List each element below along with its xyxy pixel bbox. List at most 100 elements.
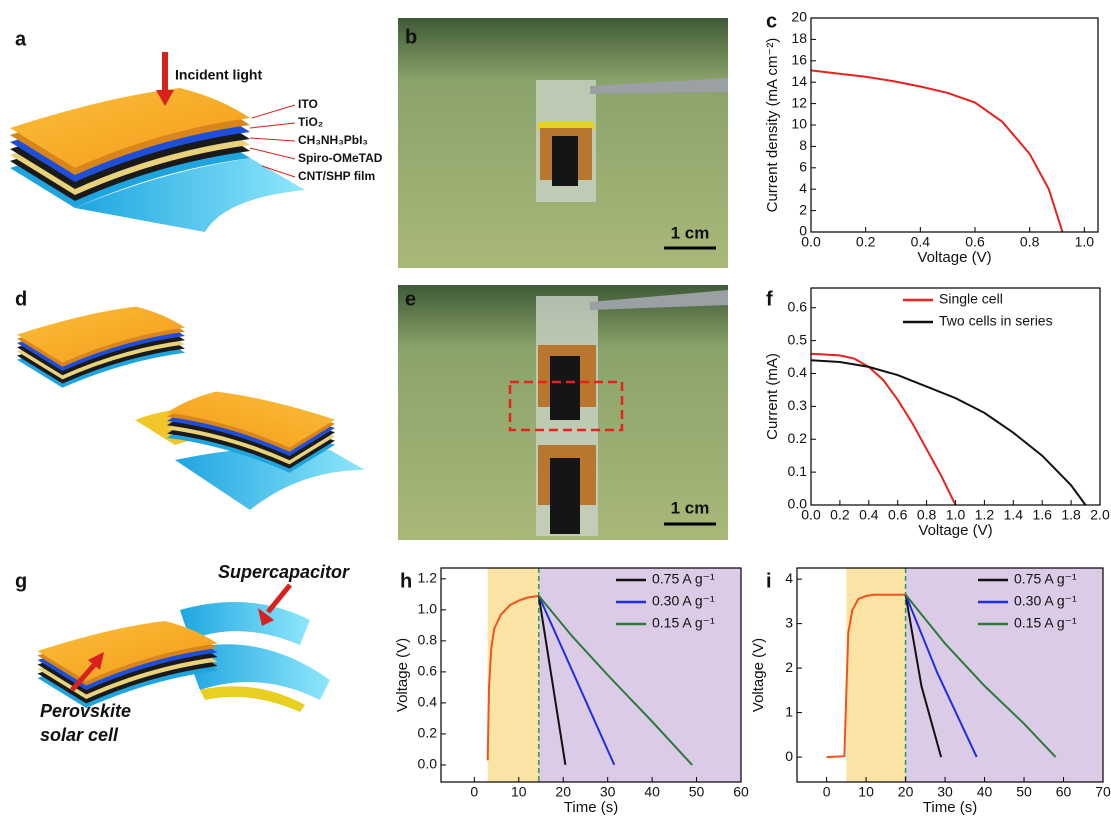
y-axis-label: Voltage (V) <box>750 638 767 712</box>
y-tick-label: 0.2 <box>418 725 438 741</box>
y-tick-label: 14 <box>791 73 807 89</box>
x-tick-label: 60 <box>733 784 749 800</box>
x-tick-label: 50 <box>1016 784 1032 800</box>
x-tick-label: 30 <box>937 784 953 800</box>
y-tick-label: 0.6 <box>788 298 808 314</box>
y-tick-label: 18 <box>791 30 807 46</box>
y-axis-label: Current (mA) <box>764 353 781 440</box>
photo-e: 1 cm <box>398 285 728 540</box>
legend-label: 0.75 A g⁻¹ <box>652 571 715 587</box>
panel-label: e <box>405 288 416 310</box>
y-tick-label: 20 <box>791 9 807 25</box>
page: Incident light ITO TiO₂ CH₃NH₃PbI₃ Spiro… <box>0 0 1111 819</box>
layer-label: CH₃NH₃PbI₃ <box>298 133 368 147</box>
x-tick-label: 0.6 <box>965 234 985 250</box>
plot-frame <box>811 18 1098 232</box>
scale-bar-label: 1 cm <box>671 223 710 242</box>
y-tick-label: 10 <box>791 116 807 132</box>
legend-label: 0.75 A g⁻¹ <box>1014 571 1077 587</box>
legend-label: Single cell <box>939 291 1003 307</box>
y-tick-label: 8 <box>799 137 807 153</box>
x-tick-label: 50 <box>689 784 705 800</box>
layer-label: CNT/SHP film <box>298 169 375 183</box>
supercapacitor-label: Supercapacitor <box>218 562 350 582</box>
x-axis-label: Time (s) <box>564 799 618 816</box>
y-tick-label: 0.3 <box>788 397 808 413</box>
x-tick-label: 0.4 <box>859 507 879 523</box>
x-tick-label: 1.4 <box>1004 507 1024 523</box>
panel-label: d <box>15 288 27 310</box>
x-axis-label: Time (s) <box>923 799 977 816</box>
diagram-a: Incident light ITO TiO₂ CH₃NH₃PbI₃ Spiro… <box>10 52 383 232</box>
y-tick-label: 1 <box>785 703 793 719</box>
y-tick-label: 2 <box>785 659 793 675</box>
y-tick-label: 0.6 <box>418 663 438 679</box>
region <box>488 568 539 782</box>
x-tick-label: 10 <box>858 784 874 800</box>
layer-label: Spiro-OMeTAD <box>298 151 383 165</box>
y-tick-label: 0.1 <box>788 463 808 479</box>
y-tick-label: 4 <box>785 570 793 586</box>
x-tick-label: 1.0 <box>1075 234 1095 250</box>
y-tick-label: 0.0 <box>788 496 808 512</box>
scale-bar-label: 1 cm <box>671 498 710 517</box>
panel-label: i <box>766 570 772 592</box>
x-tick-label: 0.8 <box>1020 234 1040 250</box>
y-tick-label: 1.2 <box>418 570 438 586</box>
data-line <box>811 360 1086 505</box>
panel-label: b <box>405 26 417 48</box>
legend-label: Two cells in series <box>939 313 1053 329</box>
device-active <box>550 356 580 420</box>
x-tick-label: 2.0 <box>1090 507 1110 523</box>
y-tick-label: 0.2 <box>788 430 808 446</box>
panel-label: a <box>15 28 27 50</box>
y-tick-label: 0.5 <box>788 331 808 347</box>
x-tick-label: 0.6 <box>888 507 908 523</box>
legend-label: 0.15 A g⁻¹ <box>652 615 715 631</box>
x-tick-label: 1.0 <box>946 507 966 523</box>
x-tick-label: 0 <box>470 784 478 800</box>
y-tick-label: 0 <box>799 223 807 239</box>
panel-label: g <box>15 570 27 592</box>
x-tick-label: 0.4 <box>911 234 931 250</box>
layer-label: ITO <box>298 97 318 111</box>
panel-label: h <box>400 570 412 592</box>
y-axis-label: Voltage (V) <box>394 638 411 712</box>
y-tick-label: 0.8 <box>418 632 438 648</box>
x-axis-label: Voltage (V) <box>918 522 992 539</box>
y-axis-label: Current density (mA cm⁻²) <box>764 38 781 213</box>
y-tick-label: 6 <box>799 159 807 175</box>
arrow <box>268 585 290 612</box>
region <box>846 568 905 782</box>
y-tick-label: 3 <box>785 614 793 630</box>
data-line <box>811 354 956 505</box>
figure: Incident light ITO TiO₂ CH₃NH₃PbI₃ Spiro… <box>0 0 1111 819</box>
device-active <box>550 458 580 534</box>
x-tick-label: 20 <box>555 784 571 800</box>
x-tick-label: 40 <box>644 784 660 800</box>
layer-label: TiO₂ <box>298 115 323 129</box>
panel-label: f <box>766 288 773 310</box>
y-tick-label: 4 <box>799 180 807 196</box>
legend-label: 0.15 A g⁻¹ <box>1014 615 1077 631</box>
device-active <box>552 136 578 186</box>
y-tick-label: 0 <box>785 748 793 764</box>
solar-cell-label: Perovskite <box>40 701 131 721</box>
x-tick-label: 30 <box>600 784 616 800</box>
incident-light: Incident light <box>175 67 262 83</box>
photo-b: 1 cm <box>398 18 728 268</box>
x-tick-label: 60 <box>1056 784 1072 800</box>
legend-label: 0.30 A g⁻¹ <box>1014 593 1077 609</box>
x-tick-label: 0.8 <box>917 507 937 523</box>
y-tick-label: 0.4 <box>418 694 438 710</box>
x-tick-label: 1.8 <box>1061 507 1081 523</box>
diagram-d <box>17 307 365 510</box>
x-tick-label: 40 <box>977 784 993 800</box>
panel-label: c <box>766 10 777 32</box>
y-tick-label: 2 <box>799 201 807 217</box>
x-axis-label: Voltage (V) <box>917 249 991 266</box>
y-tick-label: 0.4 <box>788 364 808 380</box>
data-line <box>811 70 1063 232</box>
y-tick-label: 1.0 <box>418 601 438 617</box>
x-tick-label: 1.6 <box>1032 507 1052 523</box>
